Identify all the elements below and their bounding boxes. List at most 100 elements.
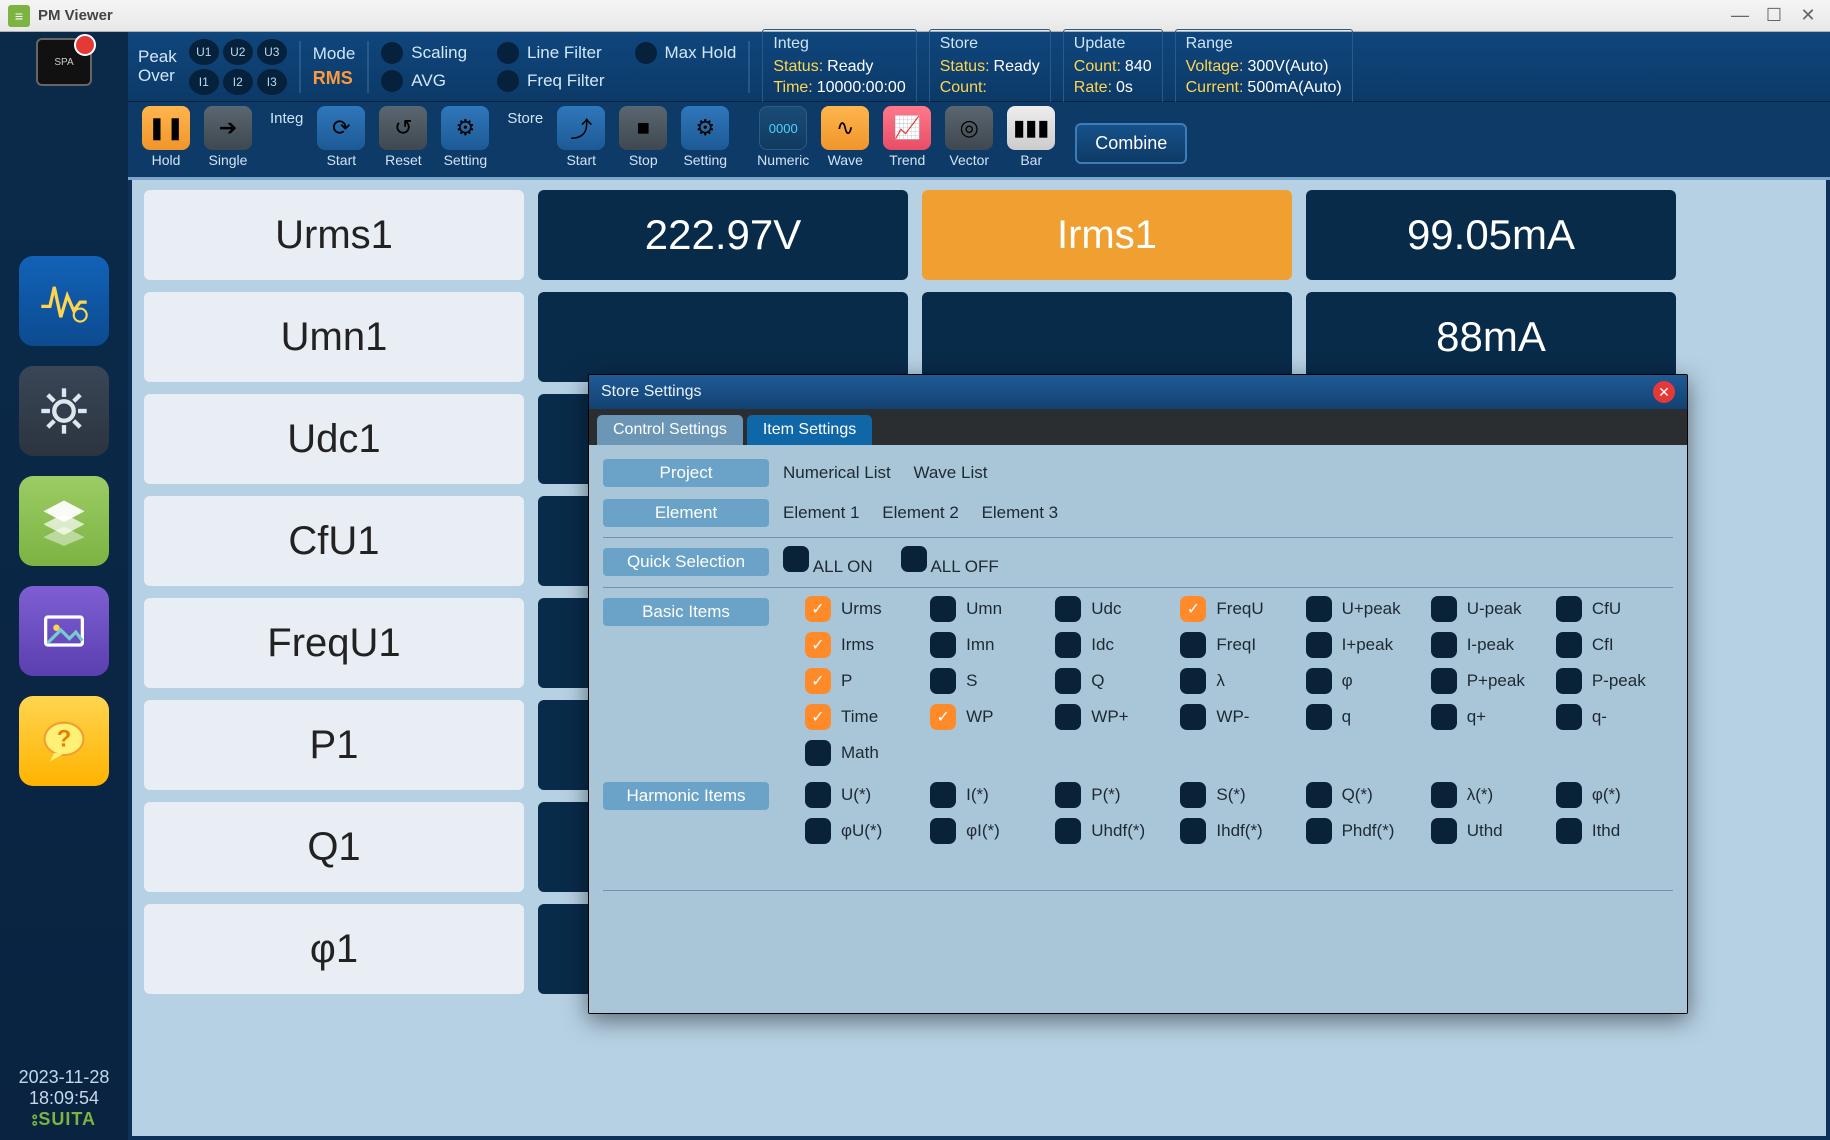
basic-item-checkbox[interactable] [1556, 632, 1582, 658]
harmonic-item-checkbox[interactable] [1180, 782, 1206, 808]
bar-button[interactable]: ▮▮▮Bar [1003, 106, 1059, 168]
dialog-close-button[interactable]: ✕ [1653, 381, 1675, 403]
basic-item-checkbox[interactable] [805, 704, 831, 730]
meas-label[interactable]: Q1 [144, 802, 524, 892]
mode-opt-line-filter[interactable]: Line Filter [497, 42, 604, 64]
device-badge[interactable]: SPA [36, 38, 92, 86]
gear-icon [37, 384, 91, 438]
sidebar-layers-button[interactable] [19, 476, 109, 566]
meas-value[interactable]: 99.05mA [1306, 190, 1676, 280]
basic-item-checkbox[interactable] [930, 632, 956, 658]
harmonic-item-checkbox[interactable] [1431, 818, 1457, 844]
store-stop-button[interactable]: ■Stop [615, 106, 671, 168]
mode-opt-avg[interactable]: AVG [381, 70, 467, 92]
mode-opt-max-hold[interactable]: Max Hold [635, 42, 737, 64]
tab-control-settings[interactable]: Control Settings [597, 415, 743, 445]
quick-option-checkbox[interactable] [901, 546, 927, 572]
meas-label[interactable]: φ1 [144, 904, 524, 994]
meas-value[interactable] [922, 292, 1292, 382]
harmonic-item-checkbox[interactable] [1431, 782, 1457, 808]
combine-button[interactable]: Combine [1075, 123, 1187, 164]
meas-label[interactable]: FreqU1 [144, 598, 524, 688]
channel-badge-u3[interactable]: U3 [257, 39, 287, 65]
mode-opt-freq-filter[interactable]: Freq Filter [497, 70, 604, 92]
single-button[interactable]: ➔Single [200, 106, 256, 168]
meas-label[interactable]: Udc1 [144, 394, 524, 484]
basic-item-checkbox[interactable] [1055, 596, 1081, 622]
basic-item-checkbox[interactable] [1556, 704, 1582, 730]
channel-badge-i3[interactable]: I3 [257, 69, 287, 95]
basic-item-checkbox[interactable] [805, 668, 831, 694]
channel-badge-i2[interactable]: I2 [223, 69, 253, 95]
basic-item-checkbox[interactable] [1431, 632, 1457, 658]
meas-label[interactable]: Umn1 [144, 292, 524, 382]
mode-opt-scaling[interactable]: Scaling [381, 42, 467, 64]
wave-button[interactable]: ∿Wave [817, 106, 873, 168]
meas-value[interactable] [538, 292, 908, 382]
channel-badge-u1[interactable]: U1 [189, 39, 219, 65]
meas-label[interactable]: Urms1 [144, 190, 524, 280]
harmonic-item-checkbox[interactable] [1306, 782, 1332, 808]
basic-item-checkbox[interactable] [805, 596, 831, 622]
basic-item-checkbox[interactable] [1055, 704, 1081, 730]
dialog-titlebar[interactable]: Store Settings ✕ [589, 375, 1687, 409]
close-button[interactable]: ✕ [1794, 5, 1822, 27]
integ-setting-button[interactable]: ⚙Setting [437, 106, 493, 168]
basic-item-checkbox[interactable] [930, 704, 956, 730]
hold-button[interactable]: ❚❚Hold [138, 106, 194, 168]
basic-item-checkbox[interactable] [1306, 596, 1332, 622]
basic-item-checkbox[interactable] [1055, 668, 1081, 694]
basic-item-checkbox[interactable] [1306, 632, 1332, 658]
basic-item-checkbox[interactable] [1431, 596, 1457, 622]
quick-option-checkbox[interactable] [783, 546, 809, 572]
meas-value[interactable]: Irms1 [922, 190, 1292, 280]
basic-item-checkbox[interactable] [1180, 632, 1206, 658]
integ-group-label: Integ [270, 106, 303, 127]
basic-item-checkbox[interactable] [1556, 596, 1582, 622]
channel-badge-u2[interactable]: U2 [223, 39, 253, 65]
basic-item-checkbox[interactable] [1055, 632, 1081, 658]
basic-item-checkbox[interactable] [1431, 704, 1457, 730]
store-group-label: Store [507, 106, 543, 127]
harmonic-item-checkbox[interactable] [1055, 818, 1081, 844]
harmonic-item-checkbox[interactable] [805, 818, 831, 844]
sidebar-screenshot-button[interactable] [19, 586, 109, 676]
integ-reset-button[interactable]: ↺Reset [375, 106, 431, 168]
integ-start-button[interactable]: ⟳Start [313, 106, 369, 168]
basic-item-checkbox[interactable] [930, 596, 956, 622]
basic-item-checkbox[interactable] [1180, 596, 1206, 622]
meas-value[interactable]: 222.97V [538, 190, 908, 280]
meas-value[interactable]: 88mA [1306, 292, 1676, 382]
basic-item-checkbox[interactable] [1306, 704, 1332, 730]
basic-item-checkbox[interactable] [1556, 668, 1582, 694]
basic-item-checkbox[interactable] [805, 632, 831, 658]
checkbox-math[interactable] [805, 740, 831, 766]
harmonic-item-checkbox[interactable] [805, 782, 831, 808]
harmonic-item-checkbox[interactable] [1055, 782, 1081, 808]
tab-item-settings[interactable]: Item Settings [747, 415, 872, 445]
harmonic-item-checkbox[interactable] [1180, 818, 1206, 844]
harmonic-item-checkbox[interactable] [930, 782, 956, 808]
minimize-button[interactable]: — [1726, 5, 1754, 27]
basic-item-checkbox[interactable] [930, 668, 956, 694]
numeric-button[interactable]: 0000Numeric [755, 106, 811, 168]
channel-badge-i1[interactable]: I1 [189, 69, 219, 95]
sidebar-help-button[interactable]: ? [19, 696, 109, 786]
maximize-button[interactable]: ☐ [1760, 5, 1788, 27]
meas-label[interactable]: P1 [144, 700, 524, 790]
harmonic-item-checkbox[interactable] [1556, 818, 1582, 844]
store-start-button[interactable]: ⤴Start [553, 106, 609, 168]
meas-label[interactable]: CfU1 [144, 496, 524, 586]
basic-item-checkbox[interactable] [1306, 668, 1332, 694]
harmonic-item-checkbox[interactable] [930, 818, 956, 844]
basic-item-checkbox[interactable] [1180, 704, 1206, 730]
harmonic-item-checkbox[interactable] [1306, 818, 1332, 844]
store-setting-button[interactable]: ⚙Setting [677, 106, 733, 168]
sidebar-settings-button[interactable] [19, 366, 109, 456]
vector-button[interactable]: ◎Vector [941, 106, 997, 168]
basic-item-checkbox[interactable] [1180, 668, 1206, 694]
basic-item-checkbox[interactable] [1431, 668, 1457, 694]
trend-button[interactable]: 📈Trend [879, 106, 935, 168]
sidebar-waveform-button[interactable] [19, 256, 109, 346]
harmonic-item-checkbox[interactable] [1556, 782, 1582, 808]
